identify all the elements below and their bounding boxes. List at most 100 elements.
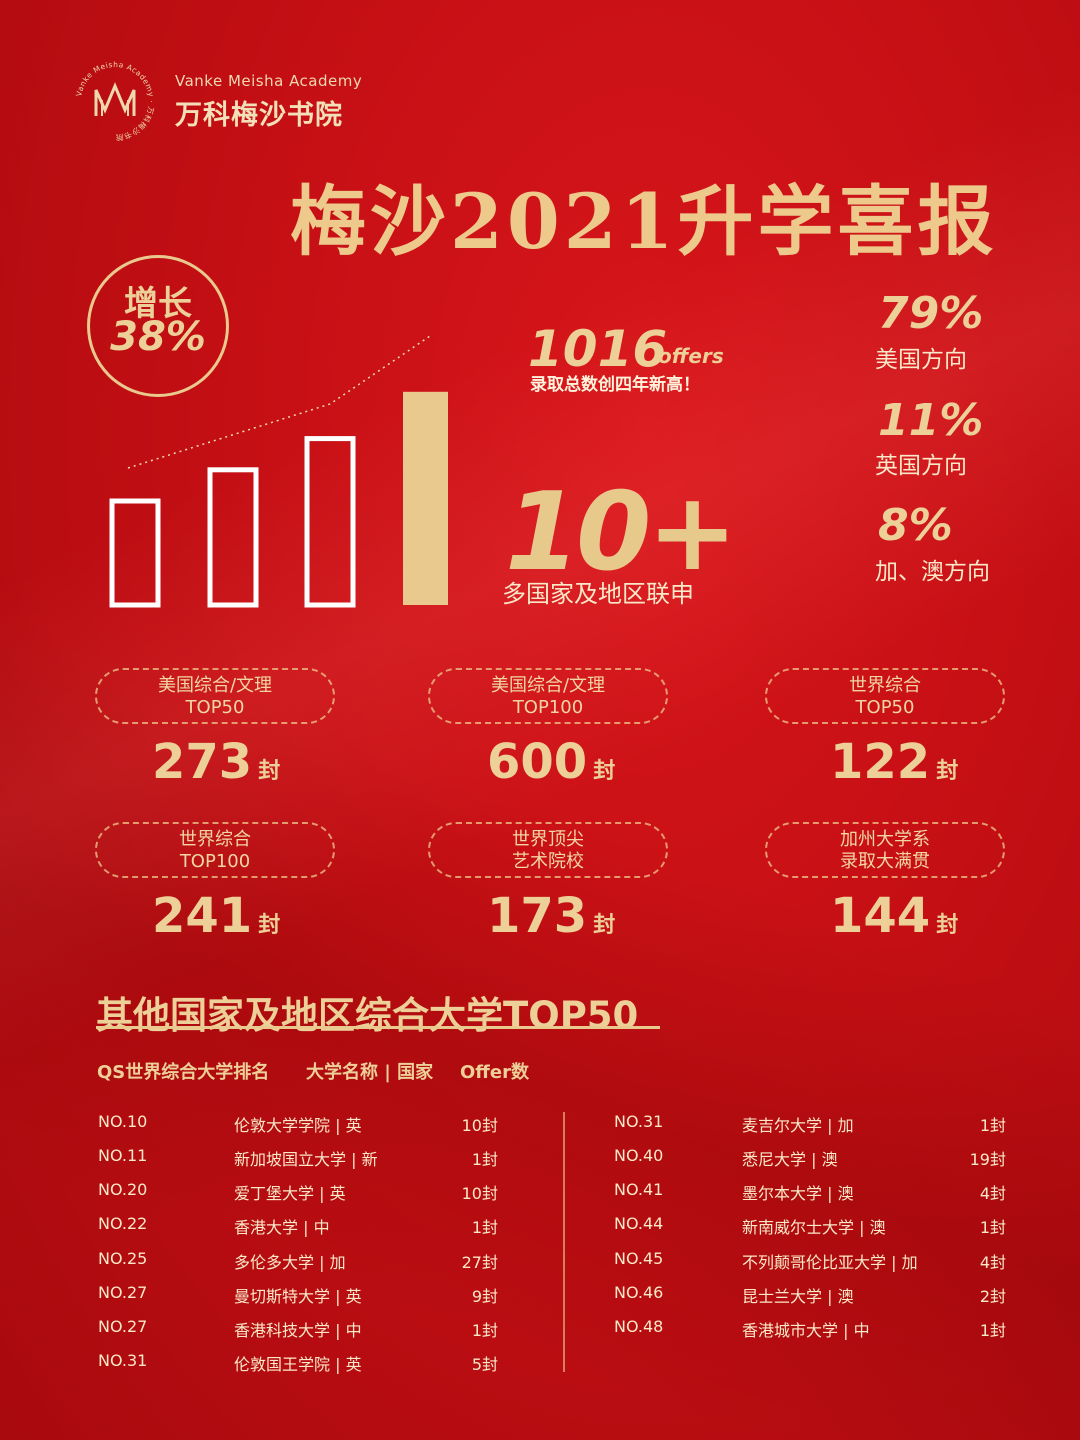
stat-world-top50-label: 世界综合 TOP50 [765,668,1005,724]
offers-cell: 1封 [471,1150,498,1169]
rank-cell: NO.25 [98,1249,148,1268]
section-title: 其他国家及地区综合大学TOP50 [96,994,639,1037]
header-name: 大学名称 | 国家 [306,1062,434,1083]
stat-art-school-label: 世界顶尖 艺术院校 [428,822,668,878]
university-cell: 香港科技大学 | 中 [234,1321,362,1340]
university-cell: 墨尔本大学 | 澳 [742,1184,854,1203]
stat-label-line1: 世界顶尖 [512,829,584,850]
stat-number: 144 [830,888,931,944]
university-cell: 香港大学 | 中 [234,1218,330,1237]
university-cell: 昆士兰大学 | 澳 [742,1287,854,1306]
stat-number: 273 [152,734,253,790]
rank-cell: NO.10 [98,1112,148,1131]
direction-us-label: 美国方向 [875,347,967,373]
growth-percent: 38% [110,314,206,360]
university-cell: 香港城市大学 | 中 [742,1321,870,1340]
offers-count: 1016 [528,320,668,378]
stat-number: 173 [487,888,588,944]
rank-cell: NO.31 [614,1112,664,1131]
stat-label-line2: 艺术院校 [512,851,584,872]
direction-ca-au-percent: 8% [878,500,953,551]
stat-unit: 封 [593,913,616,938]
offers-cell: 1封 [979,1218,1006,1237]
header-offers: Offer数 [460,1062,529,1083]
countries-count: 10+ [505,470,738,595]
stat-label-line2: 录取大满贯 [840,851,930,872]
stat-world-top100-label: 世界综合 TOP100 [95,822,335,878]
university-cell: 新加坡国立大学 | 新 [234,1150,378,1169]
offers-cell: 19封 [969,1150,1006,1169]
university-cell: 不列颠哥伦比亚大学 | 加 [742,1253,918,1272]
rank-cell: NO.46 [614,1283,664,1302]
growth-label: 增长 [124,284,192,324]
table-divider [563,1112,565,1372]
offers-cell: 1封 [979,1116,1006,1135]
stat-world-top100-value: 241 封 [152,888,280,944]
stat-us-top100-label: 美国综合/文理 TOP100 [428,668,668,724]
offers-cell: 9封 [471,1287,498,1306]
stat-unit: 封 [936,759,959,784]
university-cell: 麦吉尔大学 | 加 [742,1116,854,1135]
stat-label-line1: 世界综合 [849,675,921,696]
stat-label-line2: TOP100 [179,851,251,872]
stat-unit: 封 [258,759,281,784]
rank-cell: NO.40 [614,1146,664,1165]
stat-unit: 封 [258,913,281,938]
rank-cell: NO.48 [614,1317,664,1336]
logo-chinese-name: 万科梅沙书院 [175,100,343,131]
chart-bar [207,467,259,608]
offers-cell: 10封 [461,1116,498,1135]
chart-bar [403,391,448,605]
offers-description: 录取总数创四年新高！ [530,375,700,395]
page-title: 梅沙2021升学喜报 [290,177,998,266]
stat-label-line1: 美国综合/文理 [490,675,606,696]
logo-english-name: Vanke Meisha Academy [175,72,363,90]
rank-cell: NO.27 [98,1283,148,1302]
stat-us-top50-label: 美国综合/文理 TOP50 [95,668,335,724]
offers-cell: 1封 [471,1218,498,1237]
stat-uc-label: 加州大学系 录取大满贯 [765,822,1005,878]
direction-ca-au-label: 加、澳方向 [875,559,990,585]
stat-label-line2: TOP50 [855,697,915,718]
university-cell: 伦敦大学学院 | 英 [234,1116,362,1135]
stat-label-line2: TOP50 [185,697,245,718]
stat-label-line1: 美国综合/文理 [157,675,273,696]
stat-label-line2: TOP100 [512,697,584,718]
offers-cell: 10封 [461,1184,498,1203]
offers-unit: offers [658,344,724,368]
rank-cell: NO.11 [98,1146,148,1165]
countries-description: 多国家及地区联申 [502,580,694,608]
trend-line [127,335,431,469]
chart-bar [304,436,356,608]
stat-us-top50-value: 273 封 [152,734,280,790]
growth-badge [87,255,229,397]
section-underline [96,1026,660,1029]
university-cell: 悉尼大学 | 澳 [742,1150,838,1169]
growth-bar-chart [109,335,448,608]
stat-label-line1: 加州大学系 [840,829,930,850]
stat-unit: 封 [936,913,959,938]
university-cell: 伦敦国王学院 | 英 [234,1355,362,1374]
stat-world-top50-value: 122 封 [830,734,958,790]
university-cell: 新南威尔士大学 | 澳 [742,1218,886,1237]
direction-us-percent: 79% [878,288,984,339]
rank-cell: NO.27 [98,1317,148,1336]
chart-bar [109,498,161,608]
offers-cell: 4封 [979,1253,1006,1272]
offers-cell: 27封 [461,1253,498,1272]
stat-number: 600 [487,734,588,790]
rank-cell: NO.41 [614,1180,664,1199]
stat-label-line1: 世界综合 [179,829,251,850]
stat-number: 122 [830,734,931,790]
header-rank: QS世界综合大学排名 [97,1062,270,1083]
offers-cell: 1封 [471,1321,498,1340]
stat-art-school-value: 173 封 [487,888,615,944]
offers-cell: 5封 [471,1355,498,1374]
direction-uk-label: 英国方向 [875,453,967,479]
stat-uc-value: 144 封 [830,888,958,944]
university-cell: 曼切斯特大学 | 英 [234,1287,362,1306]
academy-logo: Vanke Meisha Academy · 万科梅沙书院 [72,58,158,144]
rank-cell: NO.44 [614,1214,664,1233]
rank-cell: NO.31 [98,1351,148,1370]
direction-uk-percent: 11% [878,395,984,446]
